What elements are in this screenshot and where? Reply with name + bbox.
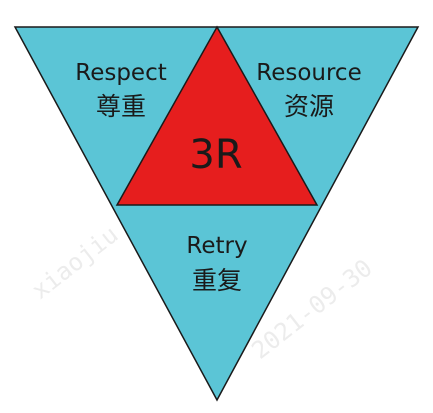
respect-label: Respect — [75, 60, 167, 86]
resource-label: Resource — [256, 60, 361, 86]
resource-chinese-label: 资源 — [284, 92, 334, 121]
center-3r-label: 3R — [189, 132, 242, 178]
watermark-name: xiaojiu — [26, 220, 123, 304]
retry-chinese-label: 重复 — [192, 266, 242, 295]
respect-chinese-label: 尊重 — [96, 92, 146, 121]
center-triangle — [115, 25, 319, 206]
retry-label: Retry — [186, 233, 247, 259]
